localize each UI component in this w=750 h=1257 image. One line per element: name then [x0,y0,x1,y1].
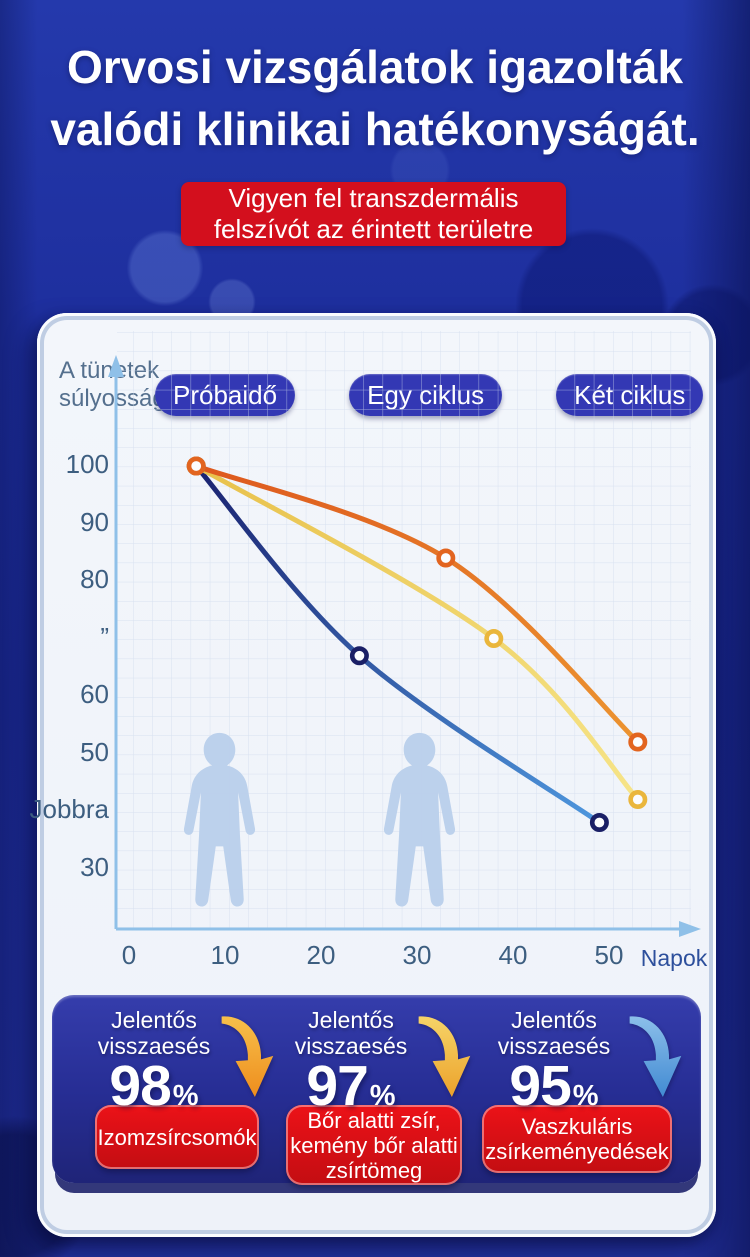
stats-panel: Jelentős visszaesés 98% Izomzsírcsomók J… [52,995,701,1185]
chart-series-lines [193,463,641,825]
stat-head-3: Jelentős visszaesés 95% [479,1007,682,1115]
stat-percent-2: % [369,1080,396,1112]
stat-tag-3-line1: Vaszkuláris [521,1114,633,1139]
stat-value-3: 95% [479,1058,629,1123]
data-marker-2-2 [484,628,504,648]
y-tick-3: ” [100,621,109,652]
stat-number-1: 98 [109,1054,171,1118]
legend-pill-2[interactable]: Egy ciklus [349,374,503,416]
y-tick-6: Jobbra [29,794,110,824]
x-axis-title: Napok [640,945,708,971]
legend-pill-3[interactable]: Két ciklus [556,374,704,416]
data-marker-2-3 [628,789,648,809]
stat-label-1: Jelentős visszaesés [87,1007,221,1059]
human-silhouette-2 [383,732,456,907]
y-tick-5: 50 [80,736,109,767]
y-tick-0: 100 [65,449,109,479]
stat-card-3: Jelentős visszaesés 95% Vaszkuláris zsír… [479,1007,682,1173]
x-tick-2: 20 [306,940,336,970]
stat-label-3: Jelentős visszaesés [479,1007,629,1059]
title-line-1: Orvosi vizsgálatok igazolták [66,41,684,93]
x-axis-arrow-icon [679,921,701,937]
chart-legend: Próbaidő Egy ciklus Két ciklus [155,374,704,416]
stat-tag-bor-alatti-zsir: Bőr alatti zsír, kemény bőr alatti zsírt… [286,1105,462,1185]
stat-label-2-line2: visszaesés [294,1033,408,1059]
stat-tag-2-line1: Bőr alatti zsír, [307,1107,441,1133]
title-line-2: valódi klinikai hatékonyságát. [50,103,700,155]
stat-label-3-line1: Jelentős [511,1007,597,1033]
series-line-3 [193,463,602,825]
stat-tag-2-line2: kemény bőr alatti [290,1132,458,1158]
x-tick-3: 30 [402,940,432,970]
badge-line-1: Vigyen fel transzdermális [228,183,519,213]
x-tick-1: 10 [210,940,240,970]
stat-tag-2-line3: zsírtömeg [325,1157,423,1183]
x-tick-0: 0 [121,940,137,970]
stat-card-2: Jelentős visszaesés 97% Bőr alatti zsír,… [284,1007,471,1185]
stat-card-1: Jelentős visszaesés 98% Izomzsírcsomók [87,1007,274,1169]
stat-tag-izomzsircsomok: Izomzsírcsomók [95,1105,259,1169]
stat-head-1: Jelentős visszaesés 98% [87,1007,274,1115]
stat-label-1-line2: visszaesés [97,1033,211,1059]
data-marker-3-2 [349,646,369,666]
stat-head-2: Jelentős visszaesés 97% [284,1007,471,1115]
chart-panel: A tünetek súlyossága Próbaidő Egy ciklus K… [30,313,716,1237]
stat-label-2: Jelentős visszaesés [284,1007,418,1059]
stat-number-2: 97 [306,1054,368,1118]
page-title: Orvosi vizsgálatok igazolták valódi klin… [0,36,750,160]
human-silhouette-1 [183,732,256,907]
data-marker-2-1 [186,456,206,476]
blue-down-arrow-icon [629,1016,682,1097]
orange-down-arrow-icon [221,1016,274,1097]
y-tick-7: 30 [80,851,109,882]
stat-tag-3-line2: zsírkeményedések [485,1139,669,1164]
stat-value-1: 98% [87,1058,221,1123]
series-line-2 [193,463,641,802]
gold-down-arrow-icon [418,1016,471,1097]
stat-label-1-line1: Jelentős [111,1007,197,1033]
data-marker-1-3 [628,732,648,752]
stat-label-2-line1: Jelentős [308,1007,394,1033]
chart-grid [117,331,691,929]
stat-value-2: 97% [284,1058,418,1123]
y-tick-2: 80 [80,564,109,594]
chart-data-markers [186,456,648,832]
x-tick-5: 50 [594,940,624,970]
stat-percent-3: % [572,1080,599,1112]
stat-number-3: 95 [509,1054,571,1118]
stat-label-3-line2: visszaesés [497,1033,611,1059]
legend-pill-1[interactable]: Próbaidő [155,374,296,416]
line-chart [108,331,701,937]
data-marker-3-1 [186,456,206,476]
y-tick-4: 60 [80,679,109,709]
badge-line-2: felszívót az érintett területre [213,214,534,244]
stat-tag-1-line1: Izomzsírcsomók [97,1124,257,1150]
series-line-1 [193,463,641,745]
stat-tag-vaszkularis: Vaszkuláris zsírkeményedések [482,1105,672,1173]
y-tick-1: 90 [80,506,109,537]
chart-axes [114,375,683,931]
x-tick-4: 40 [498,940,528,970]
cta-badge-button[interactable]: Vigyen fel transzdermális felszívót az é… [181,182,566,246]
data-marker-1-1 [186,456,206,476]
human-silhouette-group [183,732,456,907]
data-marker-3-3 [589,812,609,832]
stat-percent-1: % [172,1080,199,1112]
data-marker-1-2 [436,548,456,568]
